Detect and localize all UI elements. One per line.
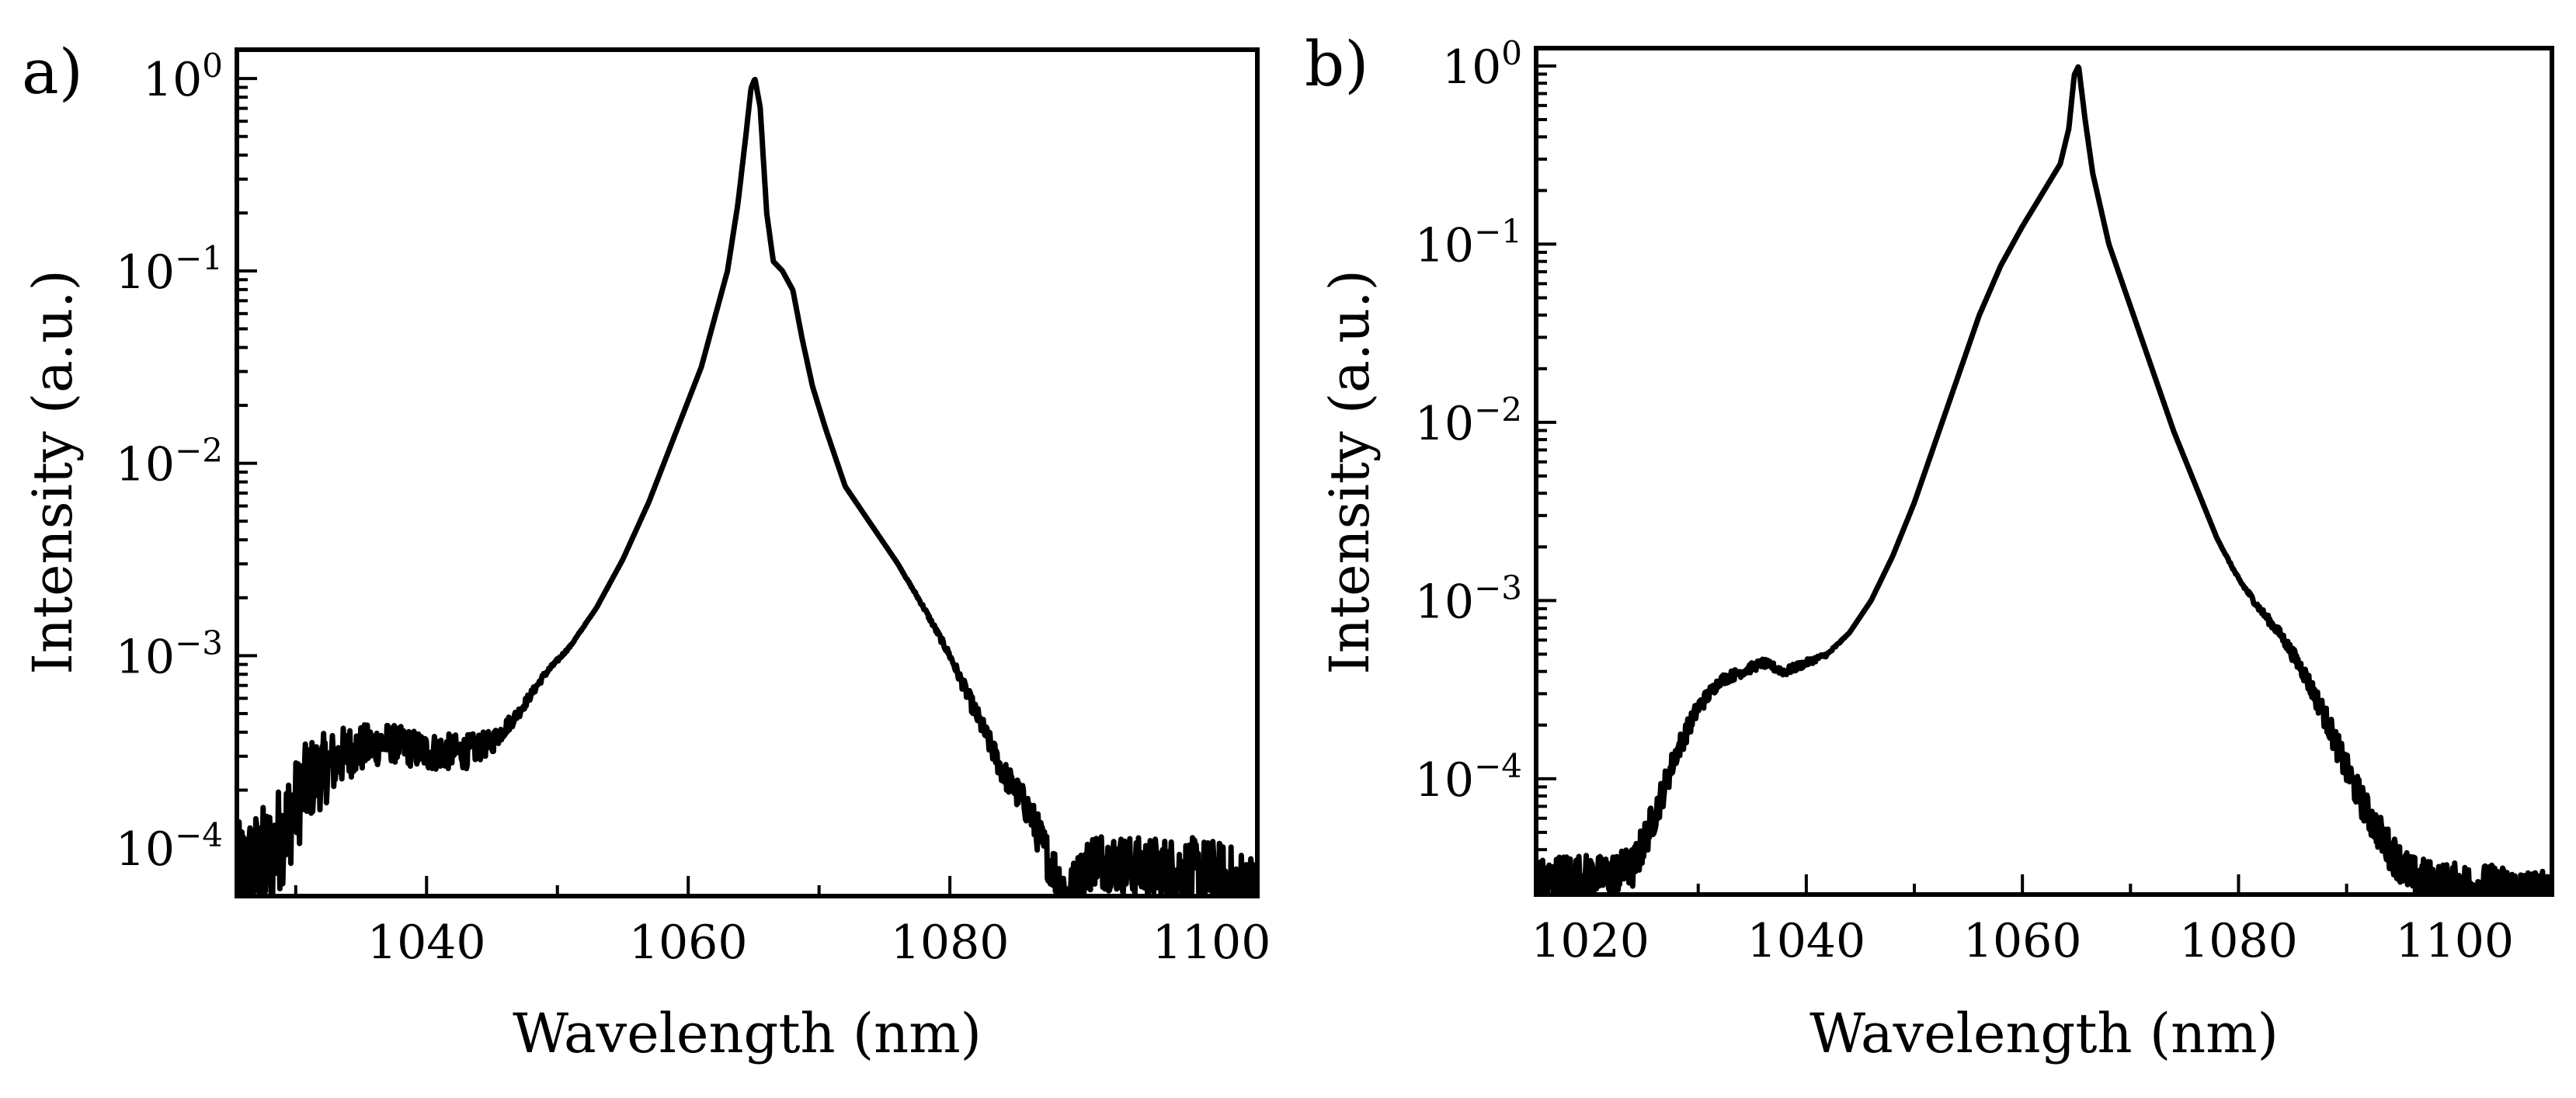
x-tick-label: 1100	[1152, 916, 1271, 970]
y-tick-label: 10−2	[1415, 390, 1522, 451]
panel-label-a: a)	[22, 36, 83, 108]
x-tick-label: 1080	[891, 916, 1010, 970]
plot-frame-b	[1534, 46, 2554, 897]
y-tick-labels-a: 100 10−1 10−2 10−3 10−4	[116, 47, 223, 877]
x-tick-label: 1020	[1531, 914, 1650, 968]
y-tick-label: 10−2	[116, 431, 223, 492]
x-tick-label: 1040	[1747, 914, 1866, 968]
x-axis-title-a: Wavelength (nm)	[513, 1002, 982, 1065]
panel-b: b) 1020 1040 1060 1080 1100 100 10−1 10−…	[1305, 28, 2554, 1065]
y-tick-label: 10−4	[116, 816, 223, 877]
y-tick-labels-b: 100 10−1 10−2 10−3 10−4	[1415, 33, 1522, 807]
x-tick-labels-a: 1040 1060 1080 1100	[367, 916, 1271, 970]
spectrum-line-b	[1536, 64, 2552, 895]
y-tick-label: 10−4	[1415, 746, 1522, 808]
x-tick-label: 1100	[2395, 914, 2514, 968]
panel-label-b: b)	[1305, 28, 1368, 100]
x-tick-label: 1080	[2179, 914, 2298, 968]
x-tick-labels-b: 1020 1040 1060 1080 1100	[1531, 914, 2514, 968]
y-tick-label: 100	[143, 47, 223, 108]
y-tick-label: 10−3	[116, 624, 223, 685]
spectrum-line-a	[237, 76, 1257, 896]
x-axis-title-b: Wavelength (nm)	[1809, 1002, 2279, 1065]
y-axis-title-a: Intensity (a.u.)	[21, 269, 85, 675]
x-tick-label: 1040	[367, 916, 486, 970]
panel-a: a) 1040 1060 1080 1100 100 10−1 10−2 10−…	[21, 36, 1271, 1065]
x-tick-label: 1060	[629, 916, 748, 970]
y-tick-label: 10−3	[1415, 568, 1522, 630]
y-tick-label: 100	[1442, 33, 1522, 95]
y-axis-title-b: Intensity (a.u.)	[1318, 269, 1382, 675]
plot-frame-a	[235, 47, 1260, 898]
x-tick-label: 1060	[1963, 914, 2082, 968]
y-tick-label: 10−1	[1415, 212, 1522, 273]
y-tick-label: 10−1	[116, 238, 223, 300]
